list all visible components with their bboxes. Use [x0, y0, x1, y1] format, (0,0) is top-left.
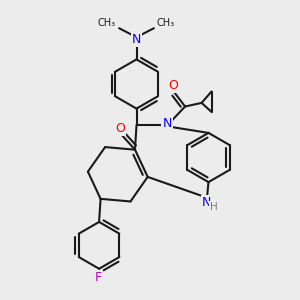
Text: O: O — [115, 122, 125, 135]
Text: N: N — [132, 33, 141, 46]
Text: CH₃: CH₃ — [157, 18, 175, 28]
Text: N: N — [202, 196, 211, 209]
Text: O: O — [168, 79, 178, 92]
Text: H: H — [210, 202, 218, 212]
Text: N: N — [162, 117, 172, 130]
Text: CH₃: CH₃ — [98, 18, 116, 28]
Text: F: F — [95, 271, 102, 284]
